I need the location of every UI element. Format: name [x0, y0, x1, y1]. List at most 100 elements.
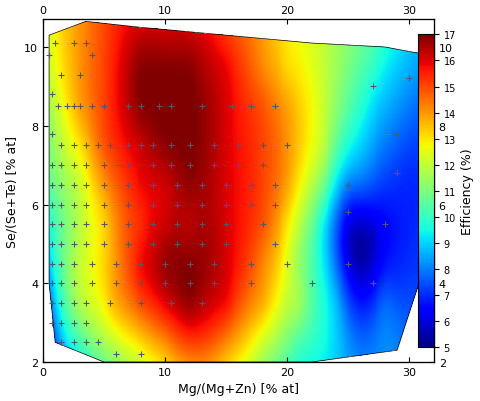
Point	[222, 221, 230, 228]
Point	[235, 143, 242, 149]
Point	[100, 103, 108, 110]
Point	[198, 221, 205, 228]
Point	[51, 41, 59, 47]
Point	[82, 143, 90, 149]
Point	[82, 41, 90, 47]
Point	[161, 280, 169, 287]
Point	[48, 131, 55, 138]
Point	[259, 143, 267, 149]
Point	[88, 261, 96, 267]
Point	[235, 162, 242, 169]
Point	[149, 241, 157, 247]
Point	[58, 143, 65, 149]
Point	[58, 72, 65, 79]
Point	[149, 221, 157, 228]
Point	[186, 261, 193, 267]
Point	[198, 300, 205, 306]
Point	[82, 339, 90, 346]
Point	[198, 202, 205, 208]
Point	[58, 241, 65, 247]
X-axis label: Mg/(Mg+Zn) [% at]: Mg/(Mg+Zn) [% at]	[178, 383, 299, 395]
Point	[271, 182, 279, 188]
Point	[58, 320, 65, 326]
Point	[106, 300, 114, 306]
Point	[48, 280, 55, 287]
Point	[82, 162, 90, 169]
Point	[88, 103, 96, 110]
Point	[48, 320, 55, 326]
Point	[82, 300, 90, 306]
Point	[259, 221, 267, 228]
Point	[58, 221, 65, 228]
Point	[58, 300, 65, 306]
Point	[48, 202, 55, 208]
Point	[48, 300, 55, 306]
Point	[198, 182, 205, 188]
Point	[173, 241, 181, 247]
Point	[308, 280, 315, 287]
Point	[48, 92, 55, 98]
Point	[137, 300, 144, 306]
Point	[125, 103, 132, 110]
Point	[58, 162, 65, 169]
Point	[210, 280, 218, 287]
Point	[58, 339, 65, 346]
Point	[222, 202, 230, 208]
Point	[247, 280, 254, 287]
Point	[345, 210, 352, 216]
Point	[63, 103, 71, 110]
Point	[247, 261, 254, 267]
Point	[48, 241, 55, 247]
Point	[381, 221, 389, 228]
Point	[82, 182, 90, 188]
Point	[45, 53, 53, 59]
Point	[70, 261, 77, 267]
Point	[70, 300, 77, 306]
Point	[82, 320, 90, 326]
Point	[210, 261, 218, 267]
Point	[247, 182, 254, 188]
Point	[48, 182, 55, 188]
Point	[137, 351, 144, 357]
Point	[345, 261, 352, 267]
Point	[149, 182, 157, 188]
Point	[100, 241, 108, 247]
Point	[58, 261, 65, 267]
Point	[283, 143, 291, 149]
Point	[54, 103, 61, 110]
Point	[125, 241, 132, 247]
Point	[48, 261, 55, 267]
Point	[94, 143, 102, 149]
Point	[168, 143, 175, 149]
Point	[70, 221, 77, 228]
Point	[100, 162, 108, 169]
Point	[48, 162, 55, 169]
Point	[369, 84, 377, 90]
Point	[125, 143, 132, 149]
Point	[100, 182, 108, 188]
Point	[149, 202, 157, 208]
Point	[259, 162, 267, 169]
Point	[137, 143, 144, 149]
Point	[100, 221, 108, 228]
Point	[88, 280, 96, 287]
Point	[70, 241, 77, 247]
Point	[198, 241, 205, 247]
Point	[112, 351, 120, 357]
Point	[70, 162, 77, 169]
Point	[70, 202, 77, 208]
Point	[58, 182, 65, 188]
Point	[48, 221, 55, 228]
Point	[406, 76, 413, 83]
Point	[149, 162, 157, 169]
Point	[137, 103, 144, 110]
Point	[345, 182, 352, 188]
Point	[161, 261, 169, 267]
Point	[70, 280, 77, 287]
Point	[222, 241, 230, 247]
Point	[393, 131, 401, 138]
Point	[393, 170, 401, 177]
Point	[222, 182, 230, 188]
Point	[106, 143, 114, 149]
Point	[228, 103, 236, 110]
